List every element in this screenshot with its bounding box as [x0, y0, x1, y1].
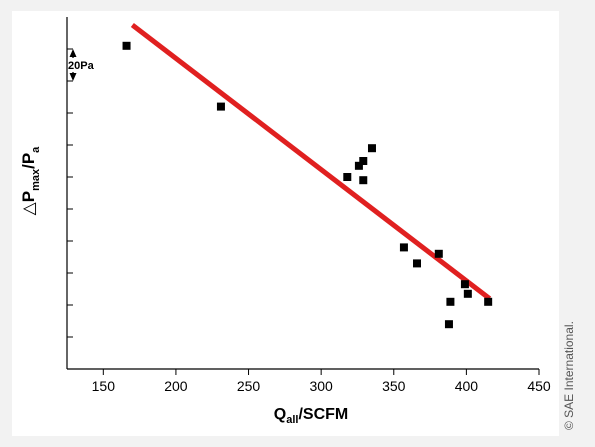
data-point: [434, 249, 443, 258]
data-point: [216, 102, 225, 111]
data-points: [122, 41, 493, 329]
x-tick-label: 300: [309, 378, 333, 394]
data-point: [484, 297, 493, 306]
data-point: [399, 243, 408, 252]
axis-labels: Qall/SCFM △Pmax/Pa: [19, 146, 348, 426]
data-point: [413, 259, 422, 268]
scale-arrow-down-head: [69, 73, 77, 81]
data-point: [444, 320, 453, 329]
scale-arrow-up-head: [69, 49, 77, 57]
fit-line-group: [130, 23, 492, 301]
copyright-credit: © SAE International.: [562, 321, 576, 430]
data-point: [460, 280, 469, 289]
x-tick-label: 250: [237, 378, 261, 394]
data-point: [463, 289, 472, 298]
data-point: [446, 297, 455, 306]
scale-annotation: 20Pa: [68, 49, 95, 81]
x-tick-label: 150: [92, 378, 116, 394]
y-axis-label: △Pmax/Pa: [19, 146, 42, 216]
fit-line: [130, 23, 492, 301]
data-point: [359, 157, 368, 165]
x-tick-label: 200: [164, 378, 188, 394]
axes: 150 200 250 300 350 400 450: [66, 17, 551, 394]
x-tick-label: 350: [382, 378, 406, 394]
figure-panel: 150 200 250 300 350 400 450 20Pa Qall/SCFM △Pma…: [12, 11, 559, 436]
data-point: [367, 144, 376, 153]
data-point: [343, 173, 352, 181]
data-point: [359, 176, 368, 185]
x-tick-label: 400: [455, 378, 479, 394]
x-tick-label: 450: [527, 378, 551, 394]
data-point: [354, 161, 363, 170]
x-axis-label: Qall/SCFM: [274, 406, 348, 426]
scale-annotation-label: 20Pa: [68, 60, 95, 72]
scatter-chart: 150 200 250 300 350 400 450 20Pa Qall/SCFM △Pma…: [19, 17, 551, 426]
data-point: [122, 41, 131, 50]
